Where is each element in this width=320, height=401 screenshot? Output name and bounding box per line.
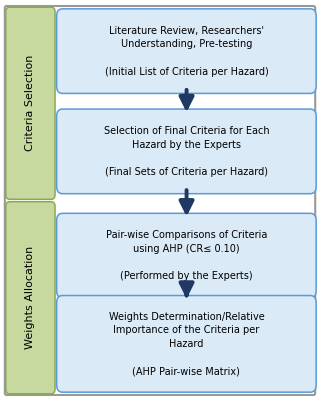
Text: Selection of Final Criteria for Each
Hazard by the Experts

(Final Sets of Crite: Selection of Final Criteria for Each Haz… xyxy=(104,126,269,177)
FancyBboxPatch shape xyxy=(57,296,316,392)
FancyBboxPatch shape xyxy=(5,6,315,395)
FancyBboxPatch shape xyxy=(6,202,55,394)
FancyBboxPatch shape xyxy=(6,7,55,199)
FancyBboxPatch shape xyxy=(57,9,316,93)
Text: Criteria Selection: Criteria Selection xyxy=(25,55,36,152)
Text: Pair-wise Comparisons of Criteria
using AHP (CR≤ 0.10)

(Performed by the Expert: Pair-wise Comparisons of Criteria using … xyxy=(106,230,267,281)
FancyBboxPatch shape xyxy=(57,213,316,298)
Text: Weights Determination/Relative
Importance of the Criteria per
Hazard

(AHP Pair-: Weights Determination/Relative Importanc… xyxy=(108,312,264,376)
Text: Weights Allocation: Weights Allocation xyxy=(25,246,36,349)
FancyBboxPatch shape xyxy=(57,109,316,194)
Text: Literature Review, Researchers'
Understanding, Pre-testing

(Initial List of Cri: Literature Review, Researchers' Understa… xyxy=(105,26,268,77)
